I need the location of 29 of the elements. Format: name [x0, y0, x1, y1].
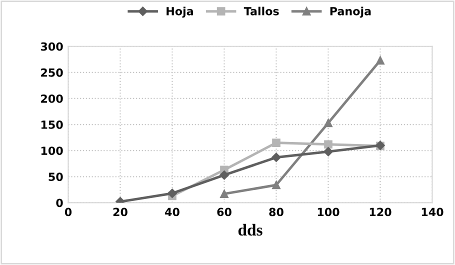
legend-label: Tallos [244, 6, 279, 16]
y-tick-label: 100 [41, 146, 63, 155]
y-tick-label: 50 [48, 172, 63, 182]
point [324, 118, 332, 128]
point [272, 152, 281, 162]
point [324, 147, 333, 156]
point [272, 138, 280, 147]
point [272, 180, 280, 190]
y-tick-label: 0 [56, 198, 63, 208]
legend-label: Panoja [330, 6, 371, 18]
point [324, 140, 332, 149]
y-tick-label: 300 [40, 42, 63, 51]
x-tick-label: 100 [318, 208, 340, 216]
x-tick-label: 80 [269, 208, 284, 216]
x-tick-label: 40 [165, 208, 180, 216]
y-tick-label: 200 [41, 94, 63, 103]
legend-label: Hoja [166, 6, 193, 18]
point [168, 188, 177, 198]
y-tick-label: 250 [41, 68, 63, 77]
x-tick-label: 60 [217, 208, 232, 216]
x-tick-label: 140 [422, 208, 444, 216]
point [220, 190, 228, 198]
point [376, 56, 384, 65]
x-tick-label: 120 [370, 208, 392, 216]
point [220, 170, 229, 180]
x-tick-label: 20 [113, 208, 128, 216]
x-axis-title: dds [238, 224, 262, 236]
x-tick-label: 0 [64, 208, 72, 216]
y-tick-label: 150 [41, 120, 63, 129]
